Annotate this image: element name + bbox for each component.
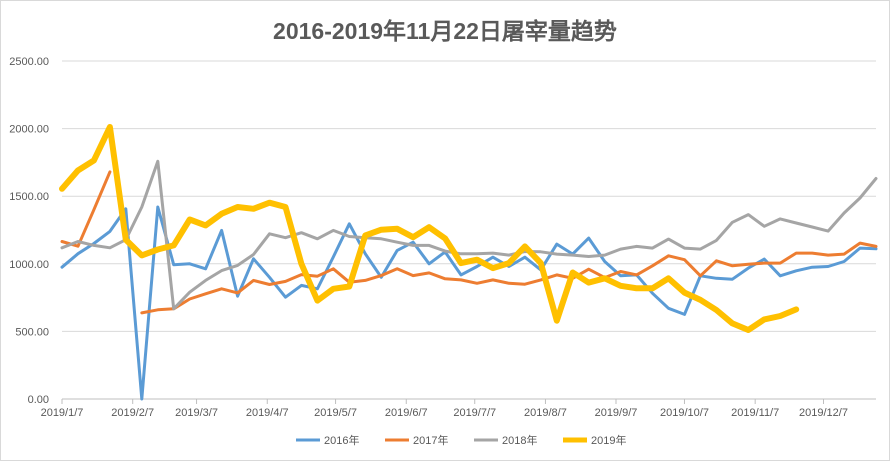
x-tick-label: 2019/12/7 bbox=[799, 407, 848, 419]
legend-label: 2018年 bbox=[502, 433, 537, 447]
y-tick-label: 1000.00 bbox=[9, 259, 49, 271]
series-line-2016年 bbox=[60, 205, 878, 401]
x-tick-label: 2019/2/7 bbox=[111, 407, 154, 419]
legend-label: 2017年 bbox=[413, 433, 448, 447]
x-tick-label: 2019/10/7 bbox=[660, 407, 709, 419]
x-tick-label: 2019/4/7 bbox=[246, 407, 289, 419]
series-line-2018年 bbox=[60, 159, 878, 311]
x-tick-label: 2019/6/7 bbox=[385, 407, 428, 419]
x-tick-label: 2019/8/7 bbox=[524, 407, 567, 419]
y-tick-label: 1500.00 bbox=[9, 191, 49, 203]
x-tick-label: 2019/11/7 bbox=[731, 407, 779, 419]
legend-label: 2016年 bbox=[324, 433, 359, 447]
y-tick-label: 0.00 bbox=[28, 394, 49, 406]
x-tick-label: 2019/5/7 bbox=[314, 407, 357, 419]
y-tick-label: 500.00 bbox=[15, 326, 49, 338]
chart-title: 2016-2019年11月22日屠宰量趋势 bbox=[273, 18, 617, 44]
y-tick-label: 2000.00 bbox=[9, 124, 49, 136]
x-tick-label: 2019/7/7 bbox=[453, 407, 496, 419]
y-tick-label: 2500.00 bbox=[9, 56, 49, 68]
x-tick-label: 2019/1/7 bbox=[41, 407, 84, 419]
x-tick-label: 2019/3/7 bbox=[175, 407, 218, 419]
legend-label: 2019年 bbox=[591, 433, 626, 447]
x-tick-label: 2019/9/7 bbox=[595, 407, 638, 419]
